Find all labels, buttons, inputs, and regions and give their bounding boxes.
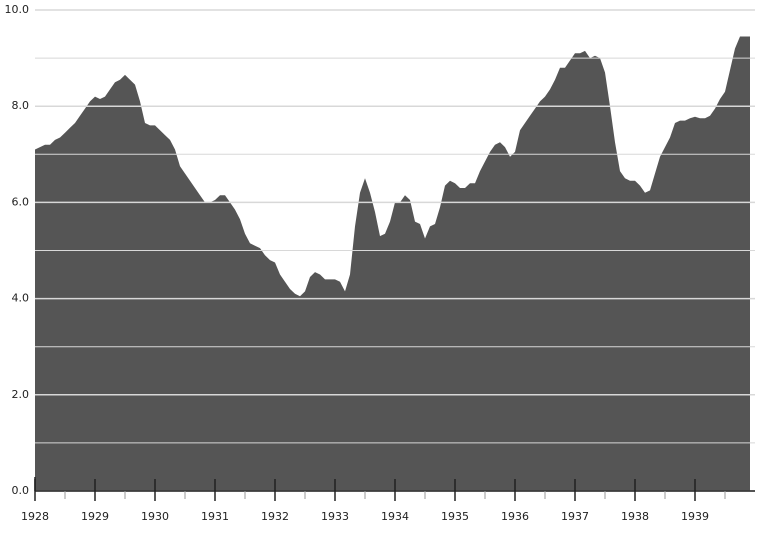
y-tick-label: 10.0 xyxy=(5,3,30,16)
area xyxy=(35,36,750,491)
x-tick-label: 1935 xyxy=(441,510,469,523)
x-tick-label: 1932 xyxy=(261,510,289,523)
x-tick-label: 1929 xyxy=(81,510,109,523)
x-tick-label: 1938 xyxy=(621,510,649,523)
x-tick-label: 1934 xyxy=(381,510,409,523)
x-tick-label: 1936 xyxy=(501,510,529,523)
x-tick-label: 1930 xyxy=(141,510,169,523)
y-tick-label: 4.0 xyxy=(12,292,30,305)
y-tick-label: 8.0 xyxy=(12,99,30,112)
y-tick-label: 6.0 xyxy=(12,195,30,208)
y-tick-label: 0.0 xyxy=(12,484,30,497)
x-tick-label: 1933 xyxy=(321,510,349,523)
x-tick-label: 1931 xyxy=(201,510,229,523)
x-tick-label: 1937 xyxy=(561,510,589,523)
x-tick-label: 1928 xyxy=(21,510,49,523)
x-tick-label: 1939 xyxy=(681,510,709,523)
y-tick-label: 2.0 xyxy=(12,388,30,401)
